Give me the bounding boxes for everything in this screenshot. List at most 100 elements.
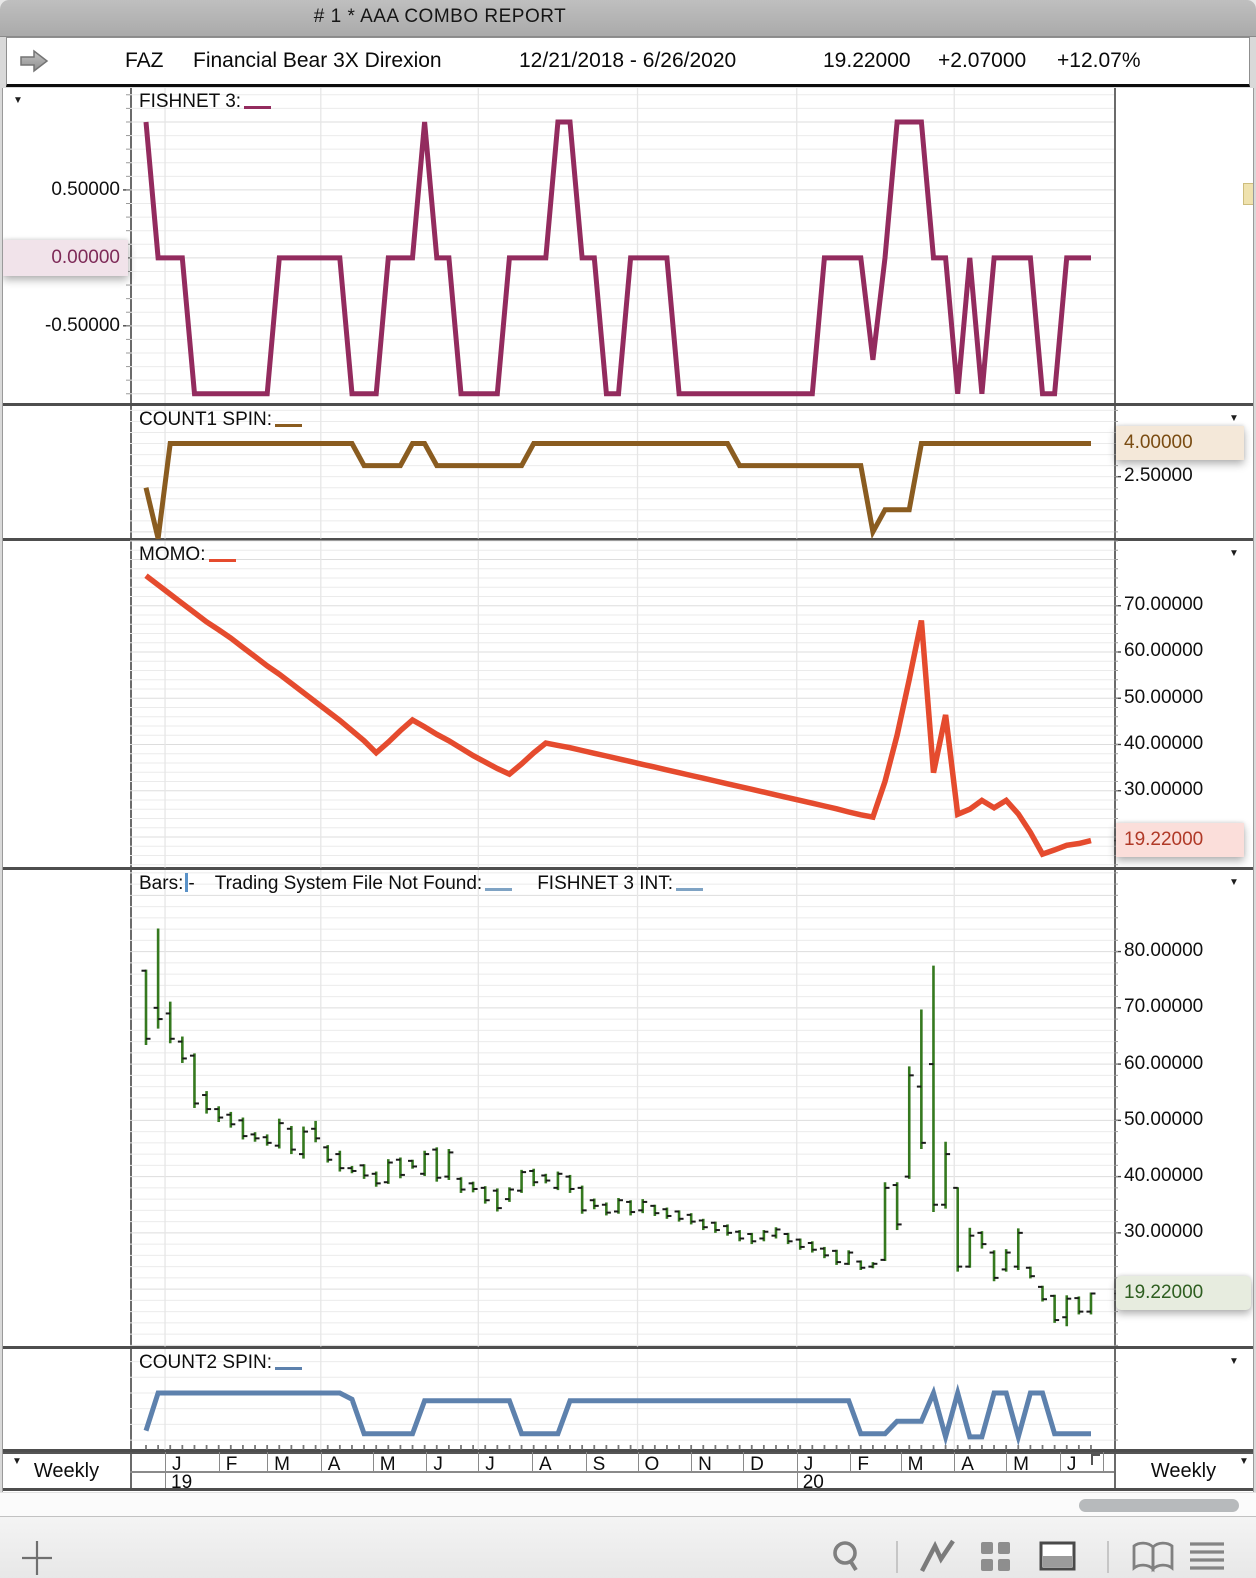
parameter-blank[interactable] <box>485 887 513 891</box>
month-label: J <box>1066 1453 1077 1475</box>
axis-top-border <box>3 1451 1253 1454</box>
list-icon[interactable] <box>1190 1542 1224 1570</box>
fishnet-ytick-label: 0.50000 <box>51 178 120 200</box>
month-label: D <box>750 1453 764 1475</box>
bars-ytick-label: 80.00000 <box>1124 940 1204 962</box>
fishnet-ytick-label: 0.00000 <box>51 246 120 268</box>
label-text: MOMO: <box>139 543 206 565</box>
year-label: 19 <box>171 1472 193 1492</box>
momo-disclosure-icon[interactable]: ▼ <box>1229 547 1239 559</box>
bars-ytick-label: 19.22000 <box>1124 1282 1204 1303</box>
month-label: J <box>485 1453 495 1475</box>
panel-separator <box>3 403 1253 406</box>
bars-plot[interactable] <box>130 869 1121 1347</box>
chart-area: 0.50000 0.00000 -0.50000 FISHNET 3: ▼ 4.00000… <box>2 88 1254 1492</box>
count1-disclosure-icon[interactable]: ▼ <box>1229 412 1239 424</box>
month-label: O <box>644 1453 660 1475</box>
split-panel-icon[interactable] <box>1039 1541 1076 1571</box>
label-text: FISHNET 3: <box>139 91 242 112</box>
forward-arrow-icon[interactable] <box>19 48 49 74</box>
month-label: A <box>327 1453 341 1475</box>
last-bar-marker <box>1090 1453 1100 1465</box>
month-separator <box>796 1451 798 1471</box>
last-price: 19.22000 <box>823 49 911 72</box>
month-label: J <box>803 1453 814 1475</box>
parameter-blank[interactable] <box>275 423 303 427</box>
count1-ytick-label: 2.50000 <box>1124 465 1193 487</box>
month-separator <box>954 1451 956 1471</box>
search-icon[interactable] <box>833 1541 858 1572</box>
date-range: 12/21/2018 - 6/26/2020 <box>519 49 737 72</box>
pulse-icon[interactable] <box>920 1539 955 1573</box>
momo-plot[interactable] <box>130 540 1121 868</box>
clipped-label-sliver <box>1243 183 1253 205</box>
bars-ytick-label: 40.00000 <box>1124 1165 1204 1187</box>
crosshair-icon[interactable] <box>22 1541 52 1575</box>
momo-ytick-label: 70.00000 <box>1124 594 1204 616</box>
month-separator <box>900 1451 902 1471</box>
book-icon[interactable] <box>1132 1541 1174 1573</box>
month-label: F <box>857 1453 869 1475</box>
count2-disclosure-icon[interactable]: ▼ <box>1229 1355 1239 1367</box>
fishnet-ytick-label: -0.50000 <box>44 314 120 336</box>
count1-highlighted-value <box>1116 426 1244 461</box>
label-text: Bars: <box>139 872 184 894</box>
window-titlebar[interactable]: # 1 * AAA COMBO REPORT <box>0 0 1256 37</box>
month-separator <box>426 1451 428 1471</box>
momo-ytick-label: 30.00000 <box>1124 779 1204 801</box>
month-separator <box>320 1451 322 1471</box>
interval-right-disclosure-icon[interactable]: ▼ <box>1239 1455 1249 1467</box>
bars-ytick-label: 50.00000 <box>1124 1108 1204 1130</box>
bars-label: Bars: - Trading System File Not Found: FISH… <box>139 872 706 895</box>
interval-left-disclosure-icon[interactable]: ▼ <box>12 1455 22 1467</box>
horizontal-scrollbar[interactable] <box>0 1492 1256 1518</box>
label-text: - <box>188 872 195 894</box>
month-separator <box>1059 1451 1061 1471</box>
count1-plot[interactable] <box>130 405 1121 539</box>
label-text: FISHNET 3 INT: <box>537 872 674 894</box>
month-separator <box>165 1451 167 1471</box>
panel-separator <box>3 538 1253 541</box>
label-text: Trading System File Not Found: <box>214 872 483 894</box>
symbol: FAZ <box>125 49 164 72</box>
grid-icon[interactable] <box>981 1542 1010 1571</box>
month-separator <box>743 1451 745 1471</box>
interval-selector-right[interactable]: Weekly <box>1150 1459 1217 1482</box>
bars-disclosure-icon[interactable]: ▼ <box>1229 876 1239 888</box>
parameter-blank[interactable] <box>244 106 272 109</box>
month-label: S <box>592 1453 606 1475</box>
panel-separator <box>3 1346 1253 1349</box>
fishnet-highlighted-value <box>3 239 128 276</box>
fishnet-disclosure-icon[interactable]: ▼ <box>13 95 23 106</box>
momo-label: MOMO: <box>139 544 239 566</box>
count2-plot[interactable] <box>130 1348 1118 1450</box>
label-text: COUNT2 SPIN: <box>139 1351 273 1373</box>
month-label: M <box>274 1453 290 1475</box>
bars-ytick-label: 60.00000 <box>1124 1052 1204 1074</box>
momo-ytick-label: 19.22000 <box>1124 829 1204 851</box>
month-separator <box>218 1451 220 1471</box>
quote-header: FAZ Financial Bear 3X Direxion 12/21/201… <box>6 37 1250 87</box>
security-name: Financial Bear 3X Direxion <box>193 49 442 72</box>
parameter-blank[interactable] <box>208 558 236 562</box>
interval-selector-left[interactable]: Weekly <box>33 1459 100 1482</box>
month-separator <box>478 1451 480 1471</box>
scrollbar-thumb[interactable] <box>1079 1499 1239 1512</box>
count2-label: COUNT2 SPIN: <box>139 1352 305 1374</box>
parameter-blank[interactable] <box>676 887 704 891</box>
year-label: 20 <box>802 1472 824 1492</box>
bars-ytick-label: 30.00000 <box>1124 1221 1204 1243</box>
momo-ytick-label: 50.00000 <box>1124 686 1204 708</box>
momo-highlighted-value <box>1116 823 1244 858</box>
label-text: COUNT1 SPIN: <box>139 408 273 430</box>
month-separator <box>850 1451 852 1471</box>
price-change-pct: +12.07% <box>1057 49 1141 72</box>
month-label: J <box>172 1453 182 1475</box>
fishnet-plot[interactable] <box>123 88 1114 403</box>
text-cursor <box>185 872 189 892</box>
month-separator <box>267 1451 269 1471</box>
momo-ytick-label: 60.00000 <box>1124 640 1204 662</box>
parameter-blank[interactable] <box>275 1366 303 1370</box>
month-separator <box>1006 1451 1008 1471</box>
